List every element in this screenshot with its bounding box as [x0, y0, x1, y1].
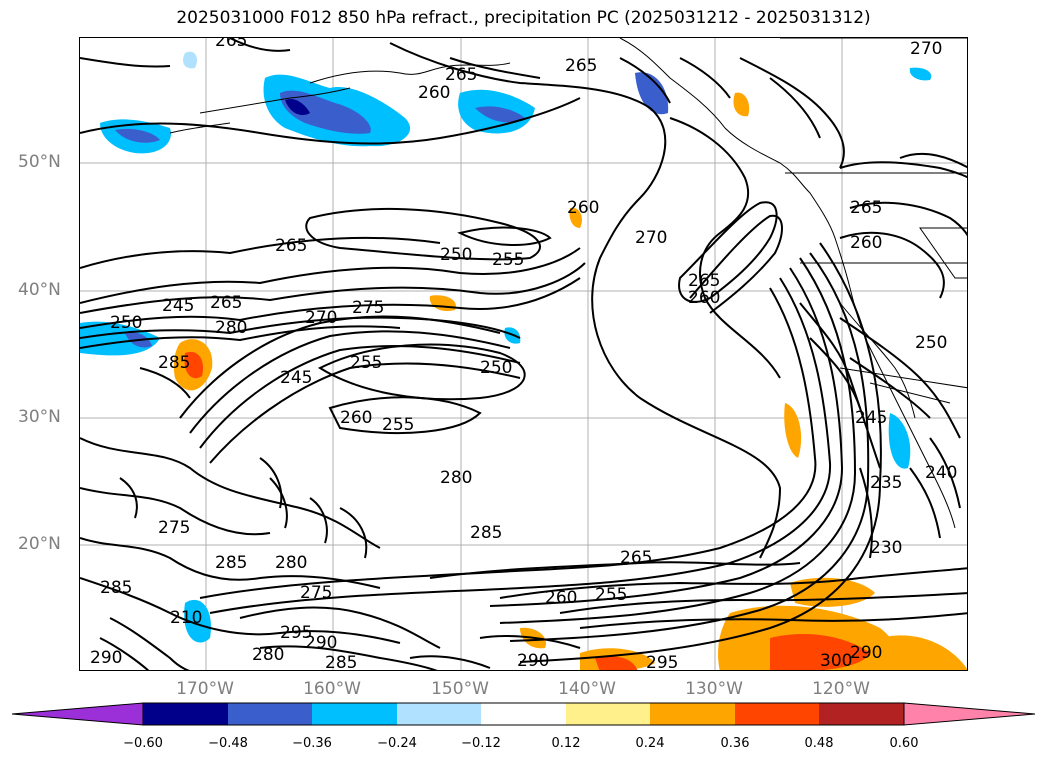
colorbar-tick-label: 0.24	[635, 736, 665, 751]
contour-label: 270	[305, 308, 337, 328]
colorbar-bin	[650, 703, 735, 725]
contour-label: 280	[215, 318, 247, 338]
contour-label: 245	[280, 368, 312, 388]
contour-label: 260	[418, 83, 450, 103]
contour-label: 290	[850, 643, 882, 663]
map-canvas: 265 265 270 265 260 260 265 265 260 250 …	[80, 38, 967, 671]
contour-label: 260	[545, 588, 577, 608]
contour-label: 295	[646, 653, 678, 671]
contour-label: 260	[850, 233, 882, 253]
colorbar-extend-high	[903, 702, 1036, 726]
contour-label: 280	[440, 468, 472, 488]
contour-label: 265	[688, 271, 720, 291]
lat-label-30n: 30°N	[18, 407, 61, 427]
colorbar-tick-label: 0.48	[804, 736, 834, 751]
colorbar-bin	[819, 703, 904, 725]
colorbar-tick-label: −0.48	[208, 736, 248, 751]
contour-label: 255	[492, 250, 524, 270]
colorbar-bin	[735, 703, 819, 725]
contour-label-group: 265 265 270 265 260 260 265 265 260 250 …	[90, 38, 957, 671]
contour-label: 210	[170, 608, 202, 628]
colorbar-bin	[481, 703, 566, 725]
contour-label: 250	[440, 245, 472, 265]
colorbar-bin	[312, 703, 397, 725]
contour-label: 255	[382, 415, 414, 435]
contour-label: 285	[325, 653, 357, 671]
colorbar-tick-label: 0.12	[551, 736, 581, 751]
contour-label: 290	[305, 633, 337, 653]
colorbar-bin	[228, 703, 312, 725]
contour-label: 270	[635, 228, 667, 248]
contour-label: 275	[300, 583, 332, 603]
contour-label: 285	[100, 578, 132, 598]
contour-label: 250	[480, 358, 512, 378]
colorbar-extend-low	[11, 702, 144, 726]
contour-label: 235	[870, 473, 902, 493]
contour-label: 290	[90, 648, 122, 668]
lon-label-130w: 130°W	[685, 679, 743, 699]
map-panel: 265 265 270 265 260 260 265 265 260 250 …	[79, 37, 968, 671]
contour-label: 280	[252, 645, 284, 665]
contour-label: 265	[565, 56, 597, 76]
lon-label-120w: 120°W	[812, 679, 870, 699]
contour-label: 265	[445, 65, 477, 85]
contour-label: 270	[910, 39, 942, 59]
colorbar-bin	[397, 703, 481, 725]
lat-label-20n: 20°N	[18, 534, 61, 554]
contour-label: 255	[350, 353, 382, 373]
contour-label: 245	[162, 296, 194, 316]
contour-label: 245	[855, 408, 887, 428]
contour-label: 265	[850, 198, 882, 218]
contour-label: 240	[925, 463, 957, 483]
contour-label: 285	[470, 523, 502, 543]
lon-label-140w: 140°W	[558, 679, 616, 699]
contour-label: 285	[215, 553, 247, 573]
colorbar-bin	[566, 703, 650, 725]
colorbar-bin	[143, 703, 228, 725]
contour-label: 265	[215, 38, 247, 51]
contour-label: 250	[915, 333, 947, 353]
refractivity-contours	[80, 38, 967, 670]
lon-label-170w: 170°W	[176, 679, 234, 699]
lat-label-50n: 50°N	[18, 152, 61, 172]
coastlines	[169, 38, 967, 529]
contour-label: 300	[820, 651, 852, 671]
contour-label: 255	[595, 585, 627, 605]
lon-label-160w: 160°W	[303, 679, 361, 699]
contour-label: 275	[352, 298, 384, 318]
contour-label: 260	[340, 408, 372, 428]
colorbar-tick-label: −0.12	[461, 736, 501, 751]
contour-label: 260	[567, 198, 599, 218]
precip-negative-shading	[80, 51, 932, 643]
colorbar-tick-label: −0.36	[292, 736, 332, 751]
contour-label: 265	[210, 293, 242, 313]
contour-label: 285	[158, 353, 190, 373]
contour-label: 260	[688, 288, 720, 308]
contour-label: 280	[275, 553, 307, 573]
contour-label: 265	[275, 236, 307, 256]
lat-label-40n: 40°N	[18, 280, 61, 300]
contour-label: 295	[280, 623, 312, 643]
colorbar-tick-label: 0.36	[720, 736, 750, 751]
lon-label-150w: 150°W	[431, 679, 489, 699]
contour-label: 250	[110, 313, 142, 333]
contour-label: 290	[517, 651, 549, 671]
colorbar	[11, 702, 1036, 726]
contour-label: 265	[620, 548, 652, 568]
map-title: 2025031000 F012 850 hPa refract., precip…	[176, 8, 871, 28]
contour-label: 275	[158, 518, 190, 538]
contour-label: 230	[870, 538, 902, 558]
colorbar-tick-label: −0.60	[123, 736, 163, 751]
colorbar-tick-label: 0.60	[889, 736, 919, 751]
colorbar-tick-label: −0.24	[377, 736, 417, 751]
